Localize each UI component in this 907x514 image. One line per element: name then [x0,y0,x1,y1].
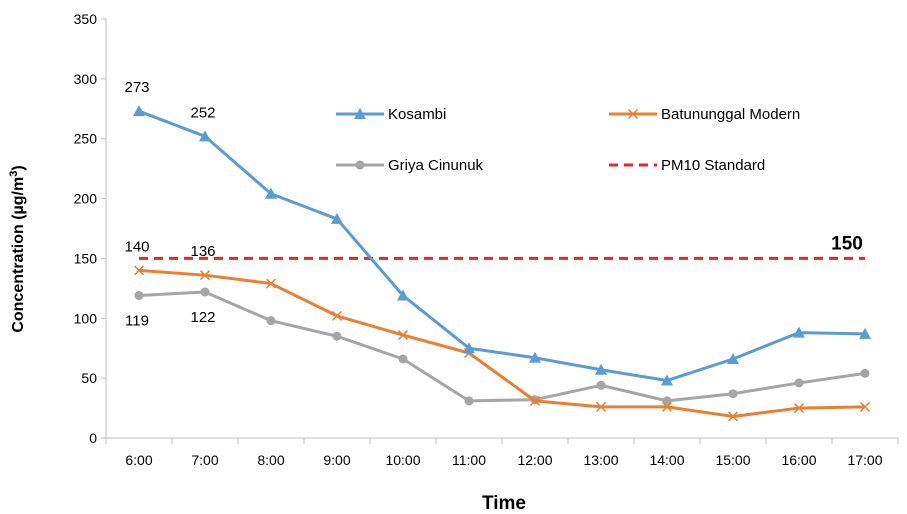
y-tick-label: 100 [74,310,98,326]
legend-label: Kosambi [388,106,446,123]
cross-marker [727,411,739,422]
series-kosambi [133,105,871,386]
x-tick-label: 10:00 [385,452,420,468]
circle-marker [200,287,210,297]
x-tick-label: 13:00 [583,452,618,468]
y-axis-title-sup: 3 [8,171,20,177]
series-batununggal-modern [133,265,871,422]
y-axis-title-main: Concentration (µg/m [10,177,27,333]
legend: Kosambi Batununggal Modern Griya Cinunuk PM… [336,106,800,174]
triangle-marker [397,289,409,301]
x-tick-label: 7:00 [191,452,218,468]
legend-label: PM10 Standard [661,157,765,174]
series-line [138,268,866,418]
data-label: 122 [190,309,215,326]
triangle-marker [727,352,739,364]
triangle-marker [793,326,805,338]
legend-label: Griya Cinunuk [388,157,484,174]
circle-marker [662,396,672,406]
circle-marker [398,354,408,364]
series-line [138,109,866,383]
x-tick-label: 6:00 [125,452,152,468]
x-axis-title: Time [482,493,526,514]
circle-marker [355,160,365,170]
triangle-marker [595,363,607,375]
triangle-marker [354,108,366,119]
circle-marker [794,378,804,388]
cross-marker [397,330,409,341]
x-tick-label: 8:00 [257,452,284,468]
cross-marker [859,401,871,412]
x-ticks: 6:00 7:00 8:00 9:00 10:00 11:00 12:00 13:00 14:0… [105,438,899,468]
x-tick-label: 9:00 [323,452,350,468]
circle-marker [860,368,870,378]
circle-marker [464,396,474,406]
cross-marker [331,310,343,321]
y-tick-label: 300 [74,71,98,87]
y-axis-title-close: ) [10,165,27,170]
cross-marker [199,270,211,281]
cross-marker [133,265,145,276]
x-tick-label: 12:00 [517,452,552,468]
series-griya-cinunuk [134,287,870,406]
cross-marker [595,401,607,412]
reference-line-group: 150 [139,233,865,260]
y-tick-label: 0 [89,430,97,446]
circle-marker [266,316,276,326]
y-ticks: 0 50 100 150 200 250 300 350 [74,11,106,446]
data-label: 140 [124,238,149,255]
x-tick-label: 17:00 [847,452,882,468]
triangle-marker [661,374,673,386]
y-tick-label: 200 [74,191,98,207]
data-label: 136 [190,243,215,260]
data-label: 252 [190,104,215,121]
triangle-marker [265,187,277,199]
triangle-marker [199,130,211,142]
cross-marker [793,403,805,414]
y-tick-label: 50 [81,370,97,386]
triangle-marker [529,351,541,363]
cross-marker [265,278,277,289]
x-tick-label: 15:00 [715,452,750,468]
cross-marker [627,108,639,120]
legend-item: Kosambi [336,106,446,123]
triangle-marker [859,327,871,339]
x-tick-label: 16:00 [781,452,816,468]
cross-marker [661,401,673,412]
circle-marker [134,291,144,301]
pm10-standard-label: 150 [831,233,863,254]
x-tick-label: 14:00 [649,452,684,468]
x-tick-label: 11:00 [452,452,486,468]
cross-marker [529,395,541,406]
y-tick-label: 150 [74,250,98,266]
y-axis-title: Concentration (µg/m3) [8,165,27,332]
data-labels: 273 252 140 136 119 122 [124,79,215,329]
triangle-marker [463,342,475,354]
series-line [138,290,866,403]
legend-item: Batununggal Modern [609,106,800,123]
y-tick-label: 350 [74,11,98,27]
triangle-marker [331,212,343,224]
circle-marker [332,331,342,341]
legend-item: Griya Cinunuk [336,157,484,174]
triangle-marker [133,105,145,117]
legend-item: PM10 Standard [609,157,765,174]
data-label: 273 [124,79,149,96]
legend-label: Batununggal Modern [661,106,800,123]
y-tick-label: 250 [74,131,98,147]
data-label: 119 [125,313,149,330]
circle-marker [728,389,738,399]
series-group [133,105,871,422]
circle-marker [596,380,606,390]
